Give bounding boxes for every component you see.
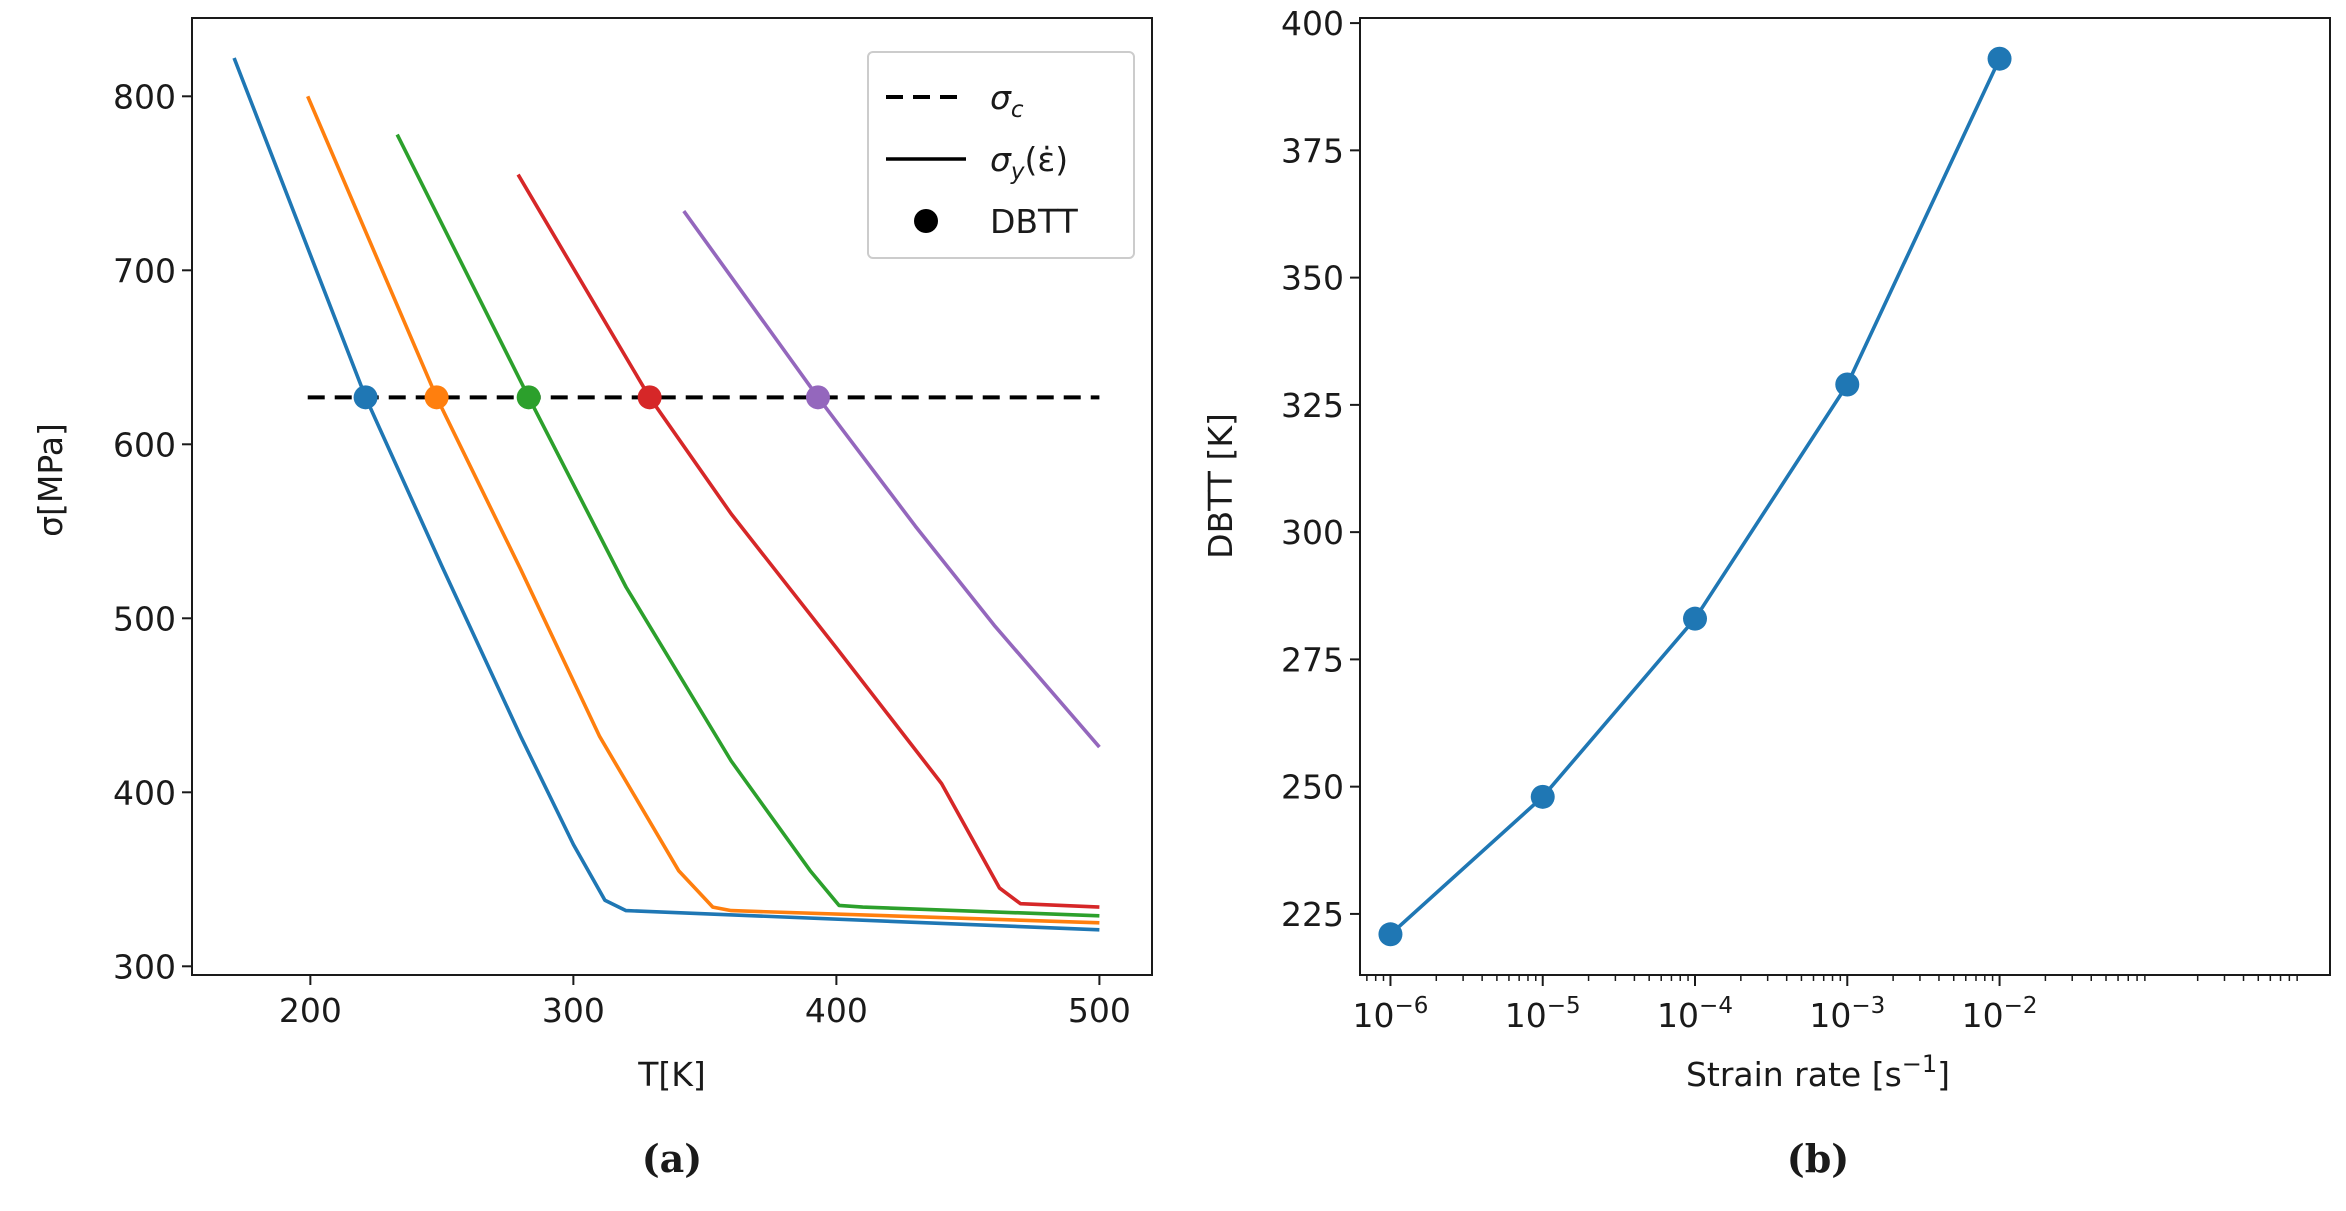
dbtt-point-3 <box>516 385 541 410</box>
panel-a-xlabel: T[K] <box>637 1055 706 1094</box>
panel-b-caption: (b) <box>1787 1136 1850 1181</box>
x-tick-label: 200 <box>279 991 342 1030</box>
y-tick-label: 375 <box>1281 131 1344 170</box>
legend-box <box>867 51 1135 259</box>
y-tick-label: 300 <box>1281 513 1344 552</box>
panel-a-caption: (a) <box>642 1136 703 1181</box>
panel-b-chart: 10−6 10−5 10−4 10−3 10−2 225 250 275 300 325 350 37… <box>1201 4 2331 1181</box>
dbtt-rate-point-3 <box>1683 606 1708 631</box>
dbtt-rate-point-5 <box>1987 46 2012 71</box>
y-tick-label: 400 <box>1281 4 1344 43</box>
y-tick-label: 600 <box>113 425 176 464</box>
panel-a-chart: 200 300 400 500 300 400 500 600 700 800 σc σy(ε̇) D… <box>31 17 1153 1181</box>
dbtt-vs-strain-rate-line <box>1389 57 2002 936</box>
dbtt-point-1 <box>353 385 378 410</box>
x-tick-label: 10−6 <box>1353 993 1429 1035</box>
x-tick-label: 400 <box>805 991 868 1030</box>
x-tick-label: 10−4 <box>1657 993 1733 1035</box>
y-tick-label: 300 <box>113 947 176 986</box>
y-tick-label: 250 <box>1281 768 1344 807</box>
legend-marker-swatch <box>914 209 938 233</box>
dbtt-rate-point-2 <box>1530 784 1555 809</box>
y-tick-label: 400 <box>113 773 176 812</box>
y-tick-label: 350 <box>1281 259 1344 298</box>
y-tick-label: 800 <box>113 77 176 116</box>
y-tick-label: 500 <box>113 599 176 638</box>
legend-entry-label: σy(ε̇) <box>990 140 1068 185</box>
y-tick-label: 700 <box>113 251 176 290</box>
legend: σc σy(ε̇) DBTT <box>867 51 1135 259</box>
legend-entry-label: σc <box>990 78 1024 123</box>
x-tick-label: 300 <box>542 991 605 1030</box>
x-tick-label: 10−3 <box>1809 993 1885 1035</box>
panel-a-ylabel: σ[MPa] <box>31 423 70 537</box>
yield-stress-line-5 <box>682 210 1101 749</box>
dbtt-point-4 <box>637 385 662 410</box>
x-tick-label: 10−2 <box>1962 993 2038 1035</box>
yield-stress-line-4 <box>516 173 1100 909</box>
dbtt-rate-point-4 <box>1835 372 1860 397</box>
yield-stress-line-1 <box>232 57 1100 932</box>
x-tick-label: 500 <box>1068 991 1131 1030</box>
panel-b-xlabel: Strain rate [s−1] <box>1686 1050 1950 1094</box>
legend-entry-label: DBTT <box>990 202 1079 241</box>
panel-b-ylabel: DBTT [K] <box>1201 413 1240 559</box>
dbtt-rate-point-1 <box>1378 922 1403 947</box>
yield-stress-line-2 <box>306 95 1100 925</box>
panel-b-frame <box>1359 17 2331 976</box>
dbtt-point-5 <box>805 385 830 410</box>
y-tick-label: 275 <box>1281 640 1344 679</box>
y-tick-label: 325 <box>1281 386 1344 425</box>
dbtt-point-2 <box>424 385 449 410</box>
panel-a-frame <box>191 17 1153 976</box>
yield-stress-line-3 <box>395 133 1100 918</box>
x-tick-label: 10−5 <box>1505 993 1581 1035</box>
y-tick-label: 225 <box>1281 895 1344 934</box>
